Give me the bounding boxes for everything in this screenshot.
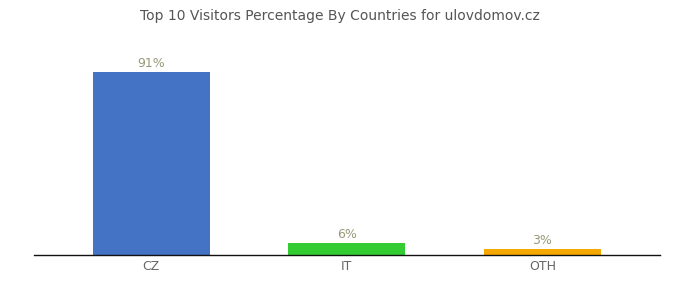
Bar [483, 249, 601, 255]
Text: 3%: 3% [532, 234, 552, 247]
Bar [92, 72, 210, 255]
Bar [288, 243, 405, 255]
Text: 91%: 91% [137, 57, 165, 70]
Text: 6%: 6% [337, 228, 357, 241]
Text: Top 10 Visitors Percentage By Countries for ulovdomov.cz: Top 10 Visitors Percentage By Countries … [140, 9, 540, 23]
